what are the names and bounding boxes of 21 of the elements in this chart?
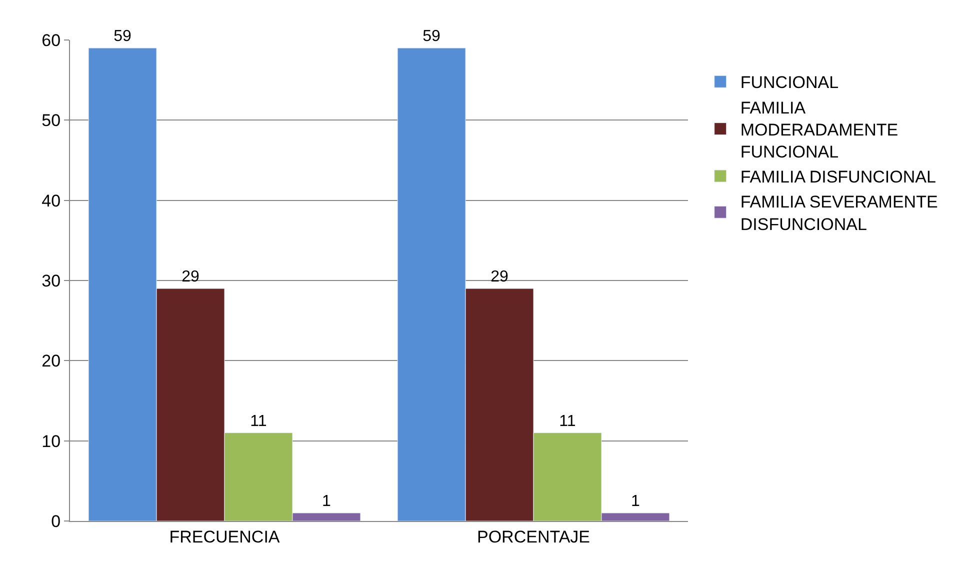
x-tick-label: FRECUENCIA — [169, 527, 280, 546]
x-tick-label: PORCENTAJE — [476, 527, 590, 546]
legend-label: FUNCIONAL — [740, 73, 839, 92]
data-label: 1 — [630, 492, 640, 510]
y-tick-label: 50 — [42, 111, 61, 130]
data-label: 29 — [490, 268, 508, 286]
data-label: 29 — [182, 268, 200, 286]
data-label: 1 — [322, 492, 331, 510]
y-tick-label: 0 — [51, 512, 61, 531]
data-label: 59 — [114, 28, 132, 46]
legend-label: FAMILIA SEVERAMENTE DISFUNCIONAL — [740, 192, 938, 234]
y-tick-label: 20 — [42, 352, 61, 371]
y-tick-label: 30 — [42, 271, 61, 290]
y-tick-label: 10 — [42, 432, 61, 451]
data-label: 11 — [250, 412, 267, 430]
data-label: 59 — [422, 28, 440, 46]
y-tick-label: 60 — [42, 30, 61, 50]
legend-label: FAMILIA MODERADAMENTE FUNCIONAL — [740, 98, 898, 162]
legend-label: FAMILIA DISFUNCIONAL — [740, 168, 936, 187]
data-label: 11 — [559, 412, 576, 430]
y-tick-label: 40 — [42, 191, 61, 210]
